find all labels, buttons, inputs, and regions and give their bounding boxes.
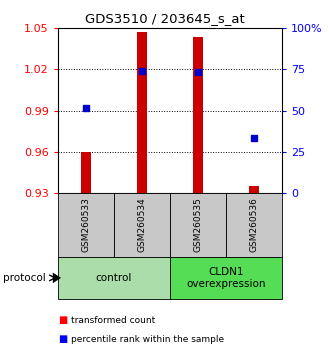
Text: ■: ■ [58,315,67,325]
Bar [193,36,203,193]
Bar [81,152,91,193]
Text: percentile rank within the sample: percentile rank within the sample [71,335,224,344]
Text: GDS3510 / 203645_s_at: GDS3510 / 203645_s_at [85,12,245,25]
Bar [249,186,259,193]
Text: GSM260533: GSM260533 [81,197,90,252]
Text: control: control [96,273,132,283]
Text: CLDN1
overexpression: CLDN1 overexpression [186,267,266,289]
Text: GSM260536: GSM260536 [249,197,259,252]
Text: protocol: protocol [3,273,46,283]
Text: GSM260535: GSM260535 [193,197,203,252]
Text: transformed count: transformed count [71,316,155,325]
Text: GSM260534: GSM260534 [137,198,147,252]
Text: ■: ■ [58,334,67,344]
Bar [137,33,147,193]
